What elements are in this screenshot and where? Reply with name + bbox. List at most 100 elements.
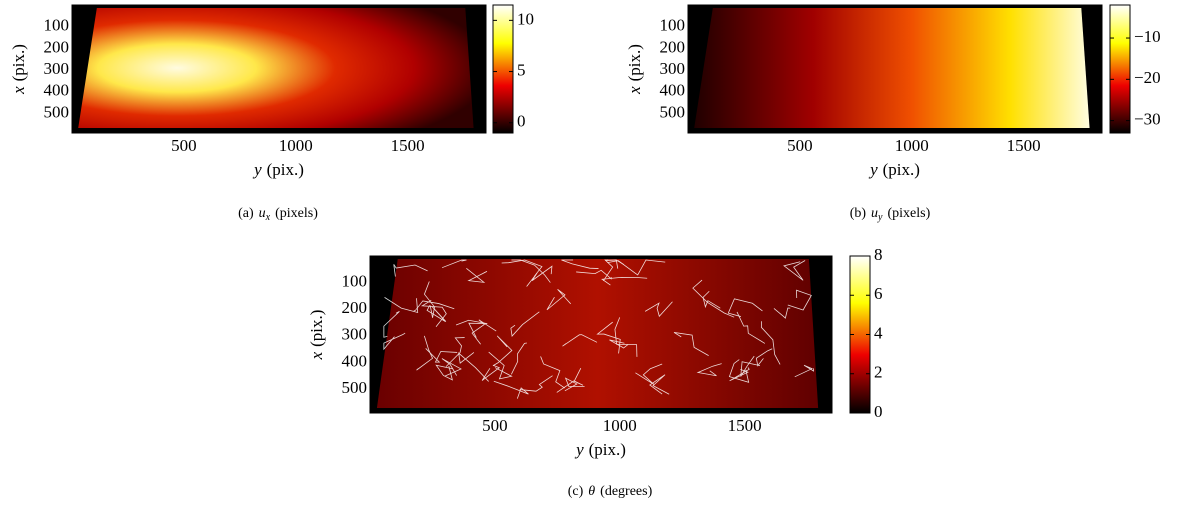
grain-boundary [546,289,572,311]
grain-boundary [455,319,488,338]
grain-boundary [635,363,663,385]
grain-boundary [384,297,419,314]
grain-boundary [416,335,434,371]
colorbar-tick-label: 0 [517,112,526,131]
x-tick-label: 1500 [728,416,762,435]
grain-boundary [445,337,465,367]
colorbar-tick-label: −20 [1134,68,1161,87]
grain-boundary [644,301,673,318]
x-axis-unit: (pix.) [267,160,304,179]
grain-boundary [501,259,543,277]
colorbar-tick-label: 2 [874,363,883,382]
colorbar [1109,4,1131,134]
y-tick-label: 300 [342,325,368,344]
grain-boundary [526,265,553,287]
grain-boundary [383,332,406,351]
x-axis-var: y [868,160,878,179]
grain-boundary [736,311,766,344]
caption-unit: (pixels) [275,206,318,221]
grain-boundary [740,355,761,377]
grain-boundary [510,311,540,337]
grain-boundary [383,311,400,338]
grain-boundary [511,259,551,283]
y-tick-label: 400 [660,81,686,100]
grain-boundary [519,375,553,392]
y-axis-label: x (pix.) [9,44,28,95]
x-tick-label: 1500 [391,136,425,155]
grain-boundary [413,300,455,312]
heatmap-field [78,8,474,128]
plot-frame [71,4,487,134]
grain-boundary [773,307,791,319]
grain-boundary [649,374,670,395]
x-tick-label: 1500 [1007,136,1041,155]
caption: (b) uy (pixels) [850,206,931,223]
colorbar-tick-label: 4 [874,323,883,342]
colorbar-tick-label: 8 [874,245,883,264]
caption-var: θ [588,484,595,499]
colorbar [492,4,514,134]
x-axis-var: y [574,440,584,459]
y-tick-label: 200 [44,37,70,56]
y-axis-var: x [9,86,28,95]
grain-boundary [601,276,648,286]
grain-boundaries [383,259,814,399]
x-tick-label: 1000 [603,416,637,435]
y-tick-label: 200 [660,37,686,56]
x-axis-unit: (pix.) [883,160,920,179]
caption: (c) θ (degrees) [568,484,653,499]
colorbar-tick-label: 10 [517,9,534,28]
grain-boundary [614,317,638,357]
grain-boundary [511,342,527,375]
colorbar-tick-label: −10 [1134,27,1161,46]
colorbar-tick-label: 5 [517,60,526,79]
y-tick-label: 400 [342,351,368,370]
caption-label: (c) [568,484,584,499]
y-tick-label: 400 [44,81,70,100]
grain-boundary [609,339,629,349]
grain-boundary [794,364,814,378]
grain-boundary [783,260,806,281]
caption-unit: (degrees) [600,484,652,499]
y-tick-label: 300 [660,59,686,78]
caption-label: (a) [238,206,254,221]
x-tick-label: 500 [787,136,813,155]
y-axis-var: x [307,351,326,360]
grain-boundary [441,358,462,377]
colorbar-tick-label: 0 [874,402,883,421]
y-tick-label: 100 [44,16,70,35]
y-tick-label: 100 [660,16,686,35]
heatmap-field [376,259,819,408]
y-axis-label: x (pix.) [625,44,644,95]
plot-frame [687,4,1103,134]
y-axis-label: x (pix.) [307,310,326,361]
x-axis-unit: (pix.) [589,440,626,459]
y-tick-label: 200 [342,298,368,317]
caption-sub: x [265,212,271,223]
x-axis-label: y (pix.) [574,440,626,459]
grain-boundary [435,364,454,381]
grain-boundary [787,289,812,311]
grain-boundary [728,359,750,383]
x-tick-label: 500 [482,416,508,435]
grain-boundary [426,305,447,322]
y-tick-label: 100 [342,272,368,291]
grain-boundary [760,321,781,365]
grain-boundary [755,348,773,367]
grain-boundary [605,259,619,269]
caption: (a) ux (pixels) [238,206,318,223]
grain-boundary [420,300,447,327]
plot-frame [369,255,833,414]
grain-boundary [673,332,709,357]
grain-boundary [393,264,428,277]
caption-label: (b) [850,206,867,221]
y-tick-label: 500 [660,102,686,121]
caption-sub: y [877,212,883,223]
y-axis-var: x [625,86,644,95]
grain-boundary [493,380,529,399]
y-axis-unit: (pix.) [625,44,644,81]
grain-boundary [727,298,763,317]
y-axis-unit: (pix.) [307,310,326,347]
x-tick-label: 1000 [895,136,929,155]
